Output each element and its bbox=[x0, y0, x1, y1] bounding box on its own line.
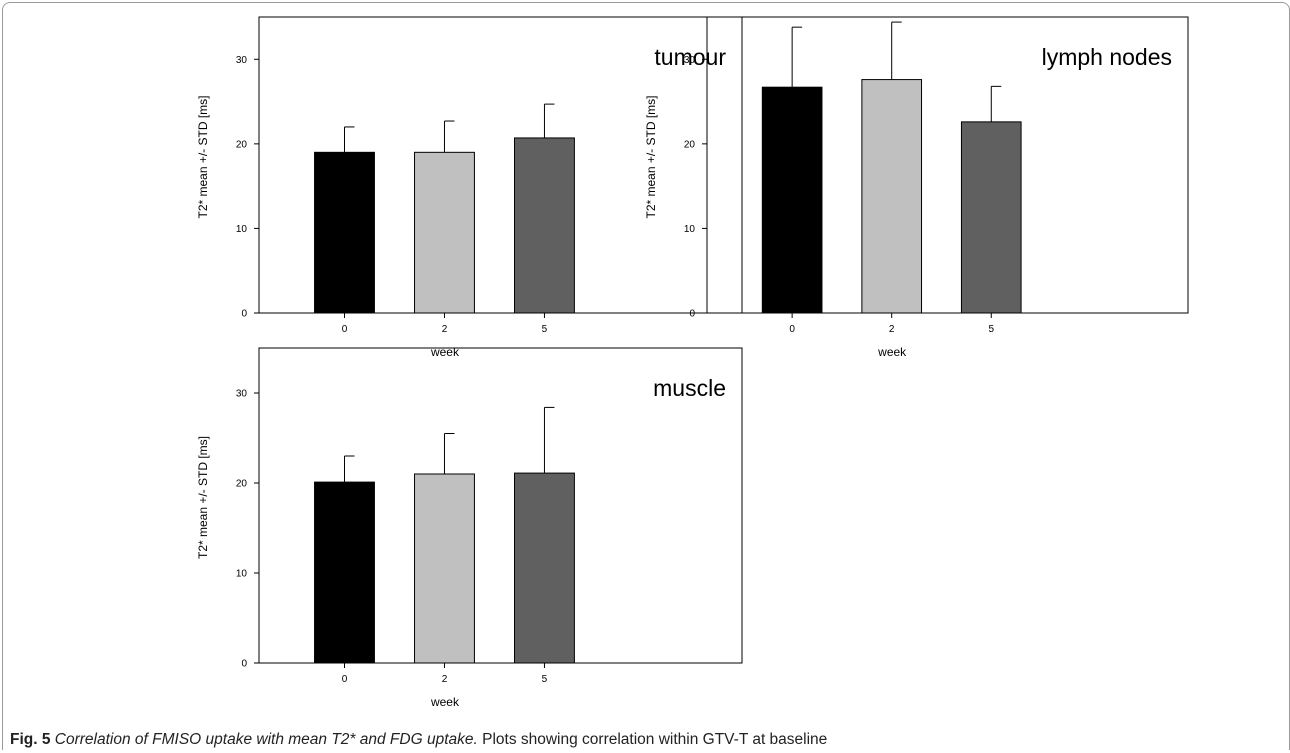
caption-label: Fig. 5 bbox=[10, 731, 51, 748]
plot-frame bbox=[706, 16, 1189, 314]
y-tick-label: 20 bbox=[684, 139, 696, 150]
y-tick-label: 10 bbox=[236, 224, 248, 235]
panel-title: tumour bbox=[654, 44, 726, 70]
bar-week-0 bbox=[314, 481, 375, 664]
y-tick-label: 30 bbox=[236, 55, 248, 66]
bar-week-5 bbox=[514, 472, 575, 664]
y-tick-label: 0 bbox=[241, 659, 247, 670]
x-axis-label: week bbox=[430, 695, 460, 709]
bar-week-0 bbox=[314, 151, 375, 314]
x-tick-label: 2 bbox=[889, 324, 895, 335]
y-tick-label: 10 bbox=[684, 224, 696, 235]
plot-frame bbox=[258, 347, 743, 664]
bar-week-0 bbox=[761, 86, 823, 314]
x-axis-label: week bbox=[877, 345, 907, 359]
plot-frame bbox=[258, 16, 743, 314]
y-tick-label: 0 bbox=[241, 309, 247, 320]
caption-text: Plots showing correlation within GTV-T a… bbox=[482, 731, 828, 748]
y-tick-label: 30 bbox=[684, 55, 696, 66]
y-tick-label: 0 bbox=[689, 309, 695, 320]
figure-caption: Fig. 5 Correlation of FMISO uptake with … bbox=[10, 731, 827, 749]
y-axis-label: T2* mean +/- STD [ms] bbox=[196, 95, 210, 218]
y-axis-label: T2* mean +/- STD [ms] bbox=[196, 436, 210, 559]
chart-panel-1: 0 10 20 30 0 2 5 week T2* mean +/- STD [ms] lymph… bbox=[644, 16, 1189, 359]
y-axis-label: T2* mean +/- STD [ms] bbox=[644, 95, 658, 218]
y-tick-label: 10 bbox=[236, 569, 248, 580]
chart-panel-0: 0 10 20 30 0 2 5 week T2* mean +/- STD [ms] tumou… bbox=[196, 16, 743, 359]
x-tick-label: 0 bbox=[789, 324, 795, 335]
bar-week-5 bbox=[960, 121, 1022, 314]
x-tick-label: 0 bbox=[342, 324, 348, 335]
bar-week-2 bbox=[861, 79, 923, 314]
x-tick-label: 0 bbox=[342, 674, 348, 685]
bar-week-2 bbox=[414, 473, 475, 664]
caption-title: Correlation of FMISO uptake with mean T2… bbox=[54, 731, 478, 748]
chart-panel-2: 0 10 20 30 0 2 5 week T2* mean +/- STD [ms] muscl… bbox=[196, 347, 743, 709]
x-tick-label: 2 bbox=[442, 674, 448, 685]
bar-week-2 bbox=[414, 151, 475, 314]
x-tick-label: 5 bbox=[542, 674, 548, 685]
panel-title: muscle bbox=[653, 375, 726, 401]
x-tick-label: 5 bbox=[988, 324, 994, 335]
x-tick-label: 2 bbox=[442, 324, 448, 335]
bar-week-5 bbox=[514, 137, 575, 314]
x-tick-label: 5 bbox=[542, 324, 548, 335]
x-axis-label: week bbox=[430, 345, 460, 359]
panel-title: lymph nodes bbox=[1042, 44, 1172, 70]
y-tick-label: 20 bbox=[236, 479, 248, 490]
y-tick-label: 30 bbox=[236, 389, 248, 400]
y-tick-label: 20 bbox=[236, 139, 248, 150]
